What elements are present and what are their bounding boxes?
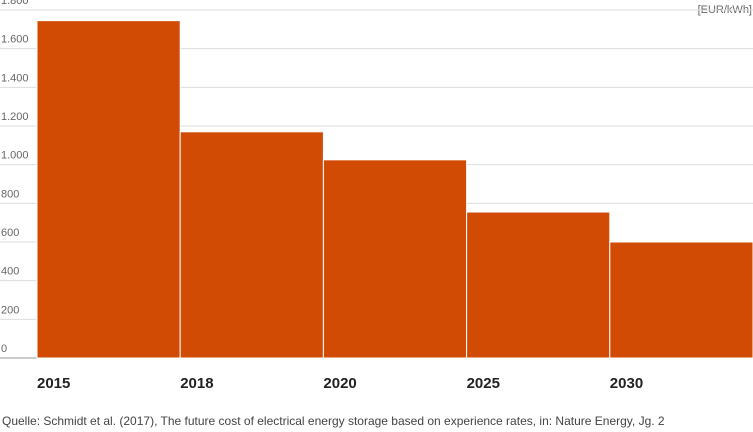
bar bbox=[609, 241, 753, 359]
y-tick-label: 600 bbox=[1, 227, 19, 239]
bar bbox=[179, 131, 324, 359]
y-tick-label: 1.200 bbox=[1, 111, 29, 123]
x-tick-label: 2030 bbox=[610, 375, 643, 392]
y-tick-label: 1.400 bbox=[1, 72, 29, 84]
y-tick-label: 800 bbox=[1, 188, 19, 200]
y-tick-label: 1.600 bbox=[1, 34, 29, 46]
x-tick-label: 2020 bbox=[323, 375, 356, 392]
y-tick-label: 200 bbox=[1, 304, 19, 316]
bar bbox=[466, 211, 611, 359]
x-tick-label: 2018 bbox=[180, 375, 213, 392]
y-tick-label: 0 bbox=[1, 343, 7, 355]
source-note: Quelle: Schmidt et al. (2017), The futur… bbox=[2, 414, 665, 428]
bar bbox=[322, 159, 468, 359]
x-tick-label: 2025 bbox=[467, 375, 500, 392]
y-tick-label: 1.000 bbox=[1, 150, 29, 162]
bar bbox=[36, 20, 181, 359]
x-tick-label: 2015 bbox=[37, 375, 70, 392]
y-tick-label: 400 bbox=[1, 266, 19, 278]
y-tick-label: 1.800 bbox=[1, 0, 29, 7]
